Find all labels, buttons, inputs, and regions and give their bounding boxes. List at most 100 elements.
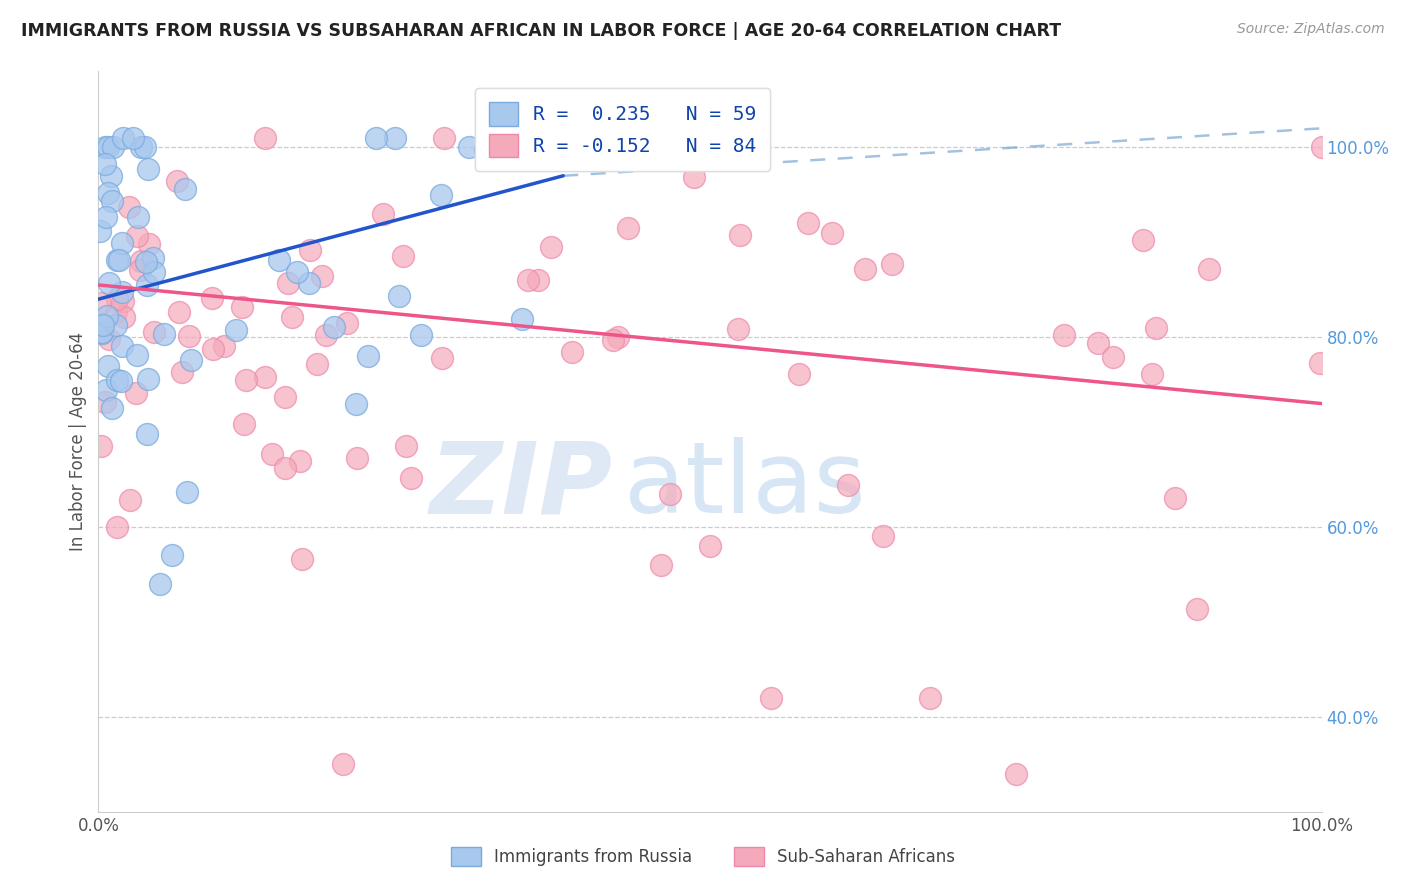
Point [111, 235, 134, 250]
Point [173, 182, 195, 196]
Point [1140, 367, 1163, 381]
Point [332, 757, 354, 772]
Point [225, 323, 247, 337]
Point [89, 224, 111, 238]
Point [299, 243, 322, 257]
Point [384, 130, 406, 145]
Point [105, 519, 128, 533]
Point [274, 390, 297, 404]
Point [510, 311, 533, 326]
Point [107, 253, 129, 268]
Point [100, 169, 122, 183]
Point [143, 325, 166, 339]
Point [474, 143, 496, 157]
Point [254, 130, 277, 145]
Point [112, 310, 135, 324]
Point [346, 451, 368, 466]
Point [880, 257, 903, 271]
Point [371, 207, 394, 221]
Point [323, 320, 346, 334]
Point [274, 461, 297, 475]
Legend: Immigrants from Russia, Sub-Saharan Africans: Immigrants from Russia, Sub-Saharan Afri… [443, 838, 963, 875]
Point [120, 493, 142, 508]
Point [127, 210, 149, 224]
Point [1132, 233, 1154, 247]
Point [1004, 766, 1026, 780]
Point [761, 690, 783, 705]
Point [96, 309, 118, 323]
Point [281, 310, 304, 324]
Point [659, 487, 682, 501]
Point [91, 325, 114, 339]
Point [920, 690, 942, 705]
Point [136, 372, 159, 386]
Point [392, 249, 415, 263]
Point [458, 139, 481, 153]
Y-axis label: In Labor Force | Age 20-64: In Labor Force | Age 20-64 [69, 332, 87, 551]
Point [176, 485, 198, 500]
Point [433, 130, 456, 145]
Text: Source: ZipAtlas.com: Source: ZipAtlas.com [1237, 22, 1385, 37]
Legend: R =  0.235   N = 59, R = -0.152   N = 84: R = 0.235 N = 59, R = -0.152 N = 84 [475, 88, 770, 171]
Point [285, 265, 308, 279]
Point [91, 318, 114, 332]
Point [1309, 356, 1331, 370]
Point [94, 210, 117, 224]
Point [797, 216, 820, 230]
Point [411, 328, 433, 343]
Point [134, 140, 156, 154]
Point [650, 558, 672, 572]
Point [517, 273, 540, 287]
Point [90, 318, 112, 333]
Point [118, 200, 141, 214]
Point [290, 552, 312, 566]
Point [235, 374, 257, 388]
Point [94, 384, 117, 398]
Point [104, 318, 127, 332]
Point [90, 438, 112, 452]
Point [111, 130, 134, 145]
Point [111, 293, 134, 308]
Point [97, 186, 120, 200]
Point [787, 367, 810, 381]
Point [388, 289, 411, 303]
Point [212, 339, 235, 353]
Point [98, 332, 121, 346]
Point [607, 330, 630, 344]
Point [1185, 602, 1208, 616]
Point [105, 374, 128, 388]
Point [872, 529, 894, 543]
Point [160, 549, 183, 563]
Point [135, 254, 157, 268]
Point [602, 334, 624, 348]
Point [617, 221, 640, 235]
Point [1102, 350, 1125, 364]
Point [129, 140, 152, 154]
Point [288, 454, 311, 468]
Point [105, 252, 128, 267]
Point [136, 426, 159, 441]
Point [122, 130, 145, 145]
Point [98, 276, 121, 290]
Point [727, 322, 749, 336]
Point [561, 344, 583, 359]
Point [311, 269, 333, 284]
Point [111, 339, 134, 353]
Point [1198, 261, 1220, 276]
Point [149, 577, 172, 591]
Text: atlas: atlas [624, 437, 866, 534]
Point [128, 262, 150, 277]
Point [366, 130, 388, 145]
Point [699, 539, 721, 553]
Point [104, 304, 127, 318]
Point [91, 326, 114, 340]
Point [105, 293, 128, 307]
Point [357, 349, 380, 363]
Point [262, 447, 284, 461]
Point [233, 417, 256, 431]
Point [177, 328, 200, 343]
Point [305, 357, 328, 371]
Point [101, 194, 124, 209]
Point [837, 478, 859, 492]
Point [110, 374, 132, 388]
